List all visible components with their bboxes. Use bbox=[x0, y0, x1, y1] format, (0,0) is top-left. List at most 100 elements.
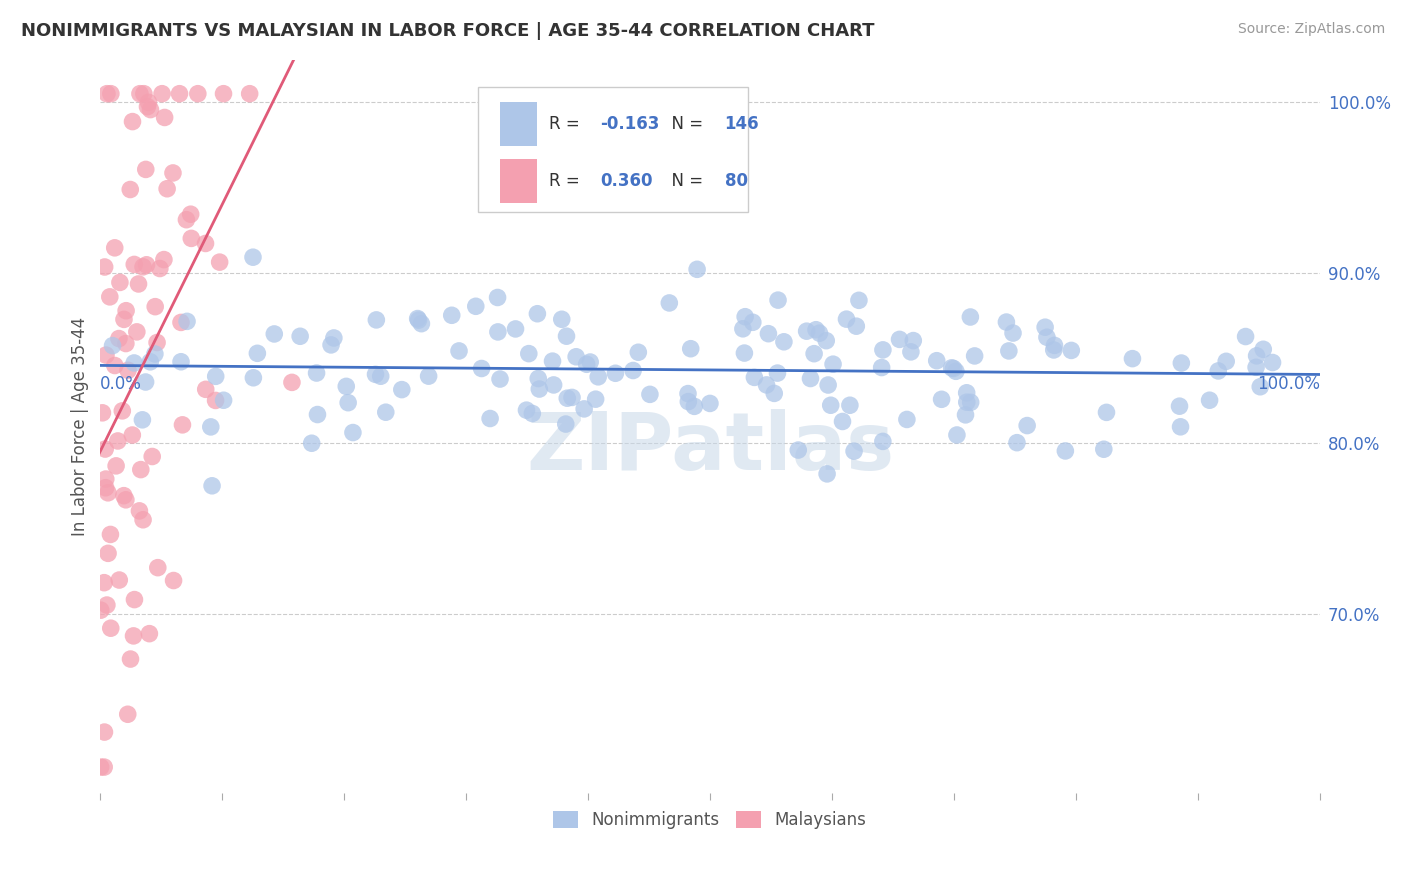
Point bbox=[541, 354, 564, 368]
Point bbox=[946, 428, 969, 442]
Point bbox=[135, 375, 157, 389]
Point bbox=[1261, 355, 1284, 369]
Point bbox=[90, 603, 112, 617]
Point bbox=[94, 481, 117, 495]
Point bbox=[132, 513, 155, 527]
Point bbox=[108, 332, 131, 346]
Point bbox=[464, 299, 486, 313]
Point bbox=[621, 363, 644, 377]
Point bbox=[1095, 405, 1118, 419]
Point bbox=[831, 415, 853, 429]
Point bbox=[153, 252, 176, 267]
Point bbox=[111, 404, 134, 418]
Point bbox=[153, 111, 176, 125]
Point bbox=[139, 103, 162, 117]
Point bbox=[1092, 442, 1115, 457]
Point bbox=[101, 338, 124, 352]
Point bbox=[527, 371, 550, 385]
FancyBboxPatch shape bbox=[501, 160, 537, 203]
Point bbox=[204, 369, 226, 384]
Point bbox=[156, 182, 179, 196]
Point bbox=[194, 382, 217, 396]
Point bbox=[120, 182, 142, 196]
Point bbox=[787, 443, 810, 458]
Point bbox=[872, 343, 894, 357]
Point bbox=[322, 331, 344, 345]
Point bbox=[1170, 356, 1192, 370]
Point bbox=[1215, 354, 1237, 368]
Point bbox=[131, 413, 153, 427]
Point bbox=[1249, 380, 1271, 394]
Point bbox=[1251, 343, 1274, 357]
Point bbox=[146, 560, 169, 574]
Point bbox=[766, 366, 789, 380]
Point bbox=[150, 87, 173, 101]
Point bbox=[172, 417, 194, 432]
Point bbox=[1121, 351, 1143, 366]
Point bbox=[799, 371, 821, 385]
Point bbox=[96, 87, 118, 101]
Point bbox=[212, 87, 235, 101]
Point bbox=[555, 329, 578, 343]
Point bbox=[408, 313, 430, 327]
Point bbox=[1168, 399, 1191, 413]
Point bbox=[815, 467, 838, 481]
Point bbox=[374, 405, 396, 419]
Point bbox=[1017, 418, 1039, 433]
Point bbox=[143, 300, 166, 314]
Point bbox=[679, 342, 702, 356]
Point bbox=[108, 276, 131, 290]
Point bbox=[489, 372, 512, 386]
Point bbox=[763, 386, 786, 401]
Text: R =: R = bbox=[550, 172, 585, 190]
Point bbox=[515, 403, 537, 417]
Point bbox=[94, 348, 117, 362]
Point bbox=[105, 458, 128, 473]
Point bbox=[335, 379, 357, 393]
Point bbox=[845, 319, 868, 334]
Point bbox=[117, 363, 139, 377]
Point bbox=[122, 257, 145, 271]
Point bbox=[925, 353, 948, 368]
Point bbox=[136, 100, 159, 114]
Point bbox=[342, 425, 364, 440]
Point bbox=[517, 346, 540, 360]
Point bbox=[941, 360, 963, 375]
Point bbox=[758, 326, 780, 341]
Point bbox=[522, 407, 544, 421]
Point bbox=[551, 312, 574, 326]
Point bbox=[93, 760, 115, 774]
Point bbox=[112, 489, 135, 503]
Point bbox=[903, 334, 925, 348]
Point bbox=[1043, 338, 1066, 352]
Point bbox=[1060, 343, 1083, 358]
Point bbox=[170, 315, 193, 329]
Point bbox=[734, 310, 756, 324]
Point bbox=[391, 383, 413, 397]
Point bbox=[138, 626, 160, 640]
Point bbox=[572, 401, 595, 416]
Point bbox=[627, 345, 650, 359]
Point bbox=[486, 325, 509, 339]
Point bbox=[93, 725, 115, 739]
Point bbox=[956, 395, 979, 409]
Point bbox=[319, 338, 342, 352]
Point bbox=[176, 212, 198, 227]
Point bbox=[479, 411, 502, 425]
Point bbox=[1002, 326, 1025, 340]
Point bbox=[100, 621, 122, 635]
Point bbox=[120, 652, 142, 666]
Point bbox=[176, 314, 198, 328]
Point bbox=[135, 258, 157, 272]
Point bbox=[411, 317, 433, 331]
Point bbox=[96, 598, 118, 612]
Point bbox=[741, 315, 763, 329]
Point bbox=[122, 356, 145, 370]
Point bbox=[803, 346, 825, 360]
Point bbox=[125, 325, 148, 339]
Point bbox=[115, 303, 138, 318]
Point bbox=[815, 334, 838, 348]
Point bbox=[117, 707, 139, 722]
Point bbox=[543, 378, 565, 392]
Point bbox=[838, 398, 860, 412]
